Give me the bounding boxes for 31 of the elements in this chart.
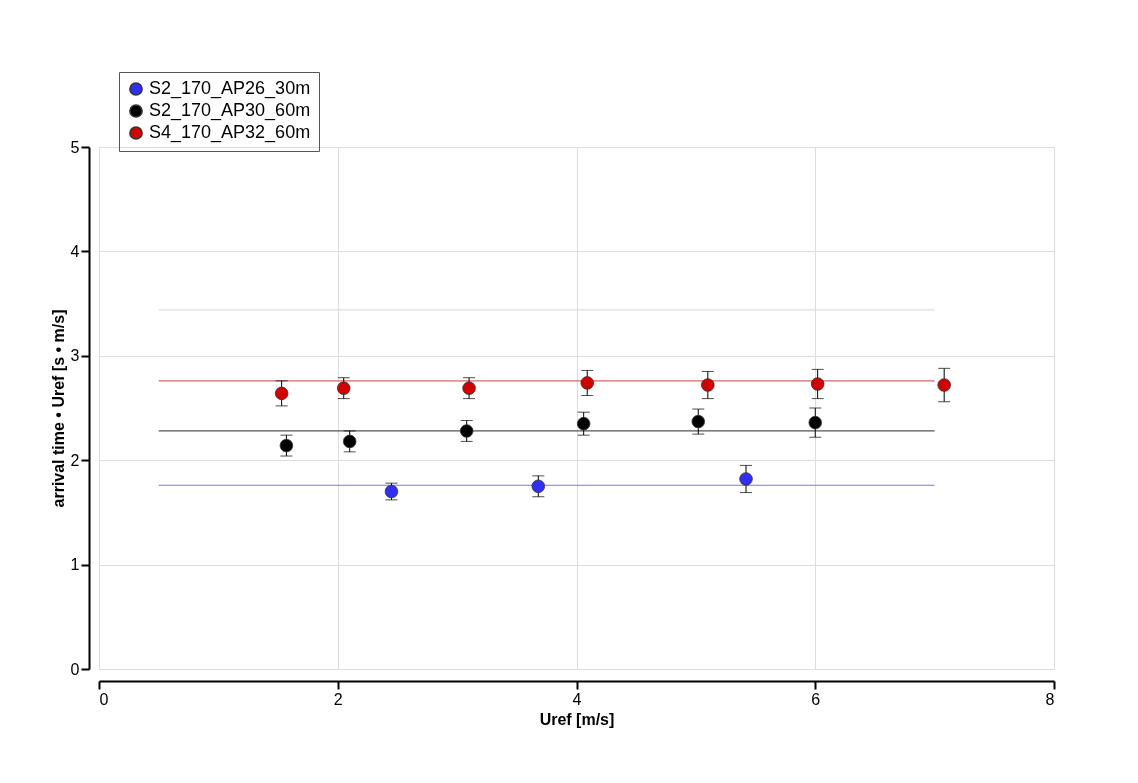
legend-label: S2_170_AP30_60m xyxy=(149,100,311,121)
x-tick-label: 4 xyxy=(572,690,582,708)
legend-label: S4_170_AP32_60m xyxy=(149,122,311,143)
point xyxy=(342,434,357,449)
point xyxy=(701,378,715,392)
point xyxy=(274,386,289,401)
point xyxy=(580,376,594,390)
point xyxy=(808,415,822,430)
point xyxy=(279,438,294,453)
x-axis-title: Uref [m/s] xyxy=(539,710,615,728)
point xyxy=(531,479,546,494)
y-tick-label: 4 xyxy=(70,242,80,260)
y-tick-label: 1 xyxy=(70,556,80,574)
x-tick-label: 0 xyxy=(99,690,109,708)
legend-label: S2_170_AP26_30m xyxy=(149,78,311,99)
point xyxy=(810,377,825,391)
x-tick-label: 8 xyxy=(1045,690,1055,708)
point xyxy=(937,378,951,392)
point xyxy=(576,416,591,431)
point xyxy=(459,424,474,438)
x-tick-label: 2 xyxy=(333,690,343,708)
point xyxy=(462,381,476,395)
point xyxy=(336,381,351,395)
y-axis-title: arrival time • Uref [s • m/s] xyxy=(49,309,67,508)
y-tick-label: 3 xyxy=(70,347,80,365)
y-tick-label: 5 xyxy=(70,138,80,156)
point xyxy=(739,472,753,486)
x-tick-label: 6 xyxy=(811,690,821,708)
point xyxy=(691,414,705,429)
y-tick-label: 0 xyxy=(70,660,80,678)
y-tick-label: 2 xyxy=(70,451,80,469)
